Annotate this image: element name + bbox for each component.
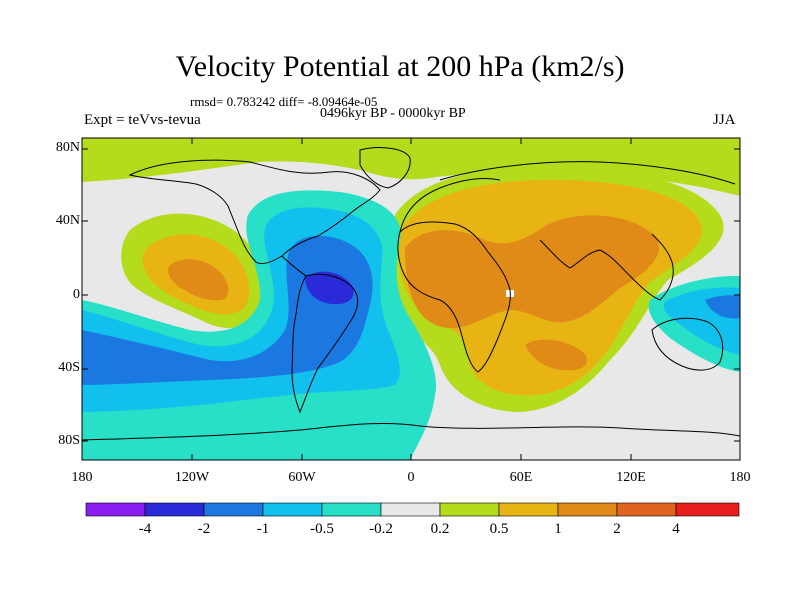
colorbar-label-2: -2: [197, 521, 211, 537]
colorbar-box-1: [85, 502, 146, 517]
rmsd-diff-stats: rmsd= 0.783242 diff= -8.09464e-05: [190, 94, 378, 109]
lon-label-180w: 180: [71, 470, 93, 485]
colorbar-label-7: 0.5: [489, 521, 509, 537]
map-title: Velocity Potential at 200 hPa (km2/s): [175, 50, 625, 83]
colorbar-box-8: [498, 502, 559, 517]
colorbar-label-3: -1: [256, 521, 270, 537]
lon-label-120w: 120W: [174, 470, 210, 485]
colorbar-box-10: [616, 502, 677, 517]
coast-south-america: [291, 273, 358, 414]
experiment-label: Expt = teVvs-tevua: [84, 112, 201, 128]
eastern-hemisphere-positive-1: [405, 215, 660, 329]
lat-label-80n: 80N: [55, 140, 80, 155]
lat-label-40s: 40S: [58, 360, 80, 375]
lon-label-0: 0: [407, 470, 415, 485]
colorbar-label-9: 2: [613, 521, 621, 537]
lat-label-0: 0: [73, 287, 80, 302]
colorbar-box-7: [439, 502, 500, 517]
lat-label-80s: 80S: [58, 433, 80, 448]
coast-australia: [651, 317, 724, 371]
lon-label-60w: 60W: [288, 470, 316, 485]
west-pacific-negative-1: [705, 295, 740, 319]
coast-europe: [399, 177, 501, 233]
lon-label-60e: 60E: [509, 470, 533, 485]
arctic-positive-band: [82, 138, 740, 196]
coast-north-america: [128, 159, 381, 265]
colorbar-label-5: -0.2: [369, 521, 393, 537]
coast-antarctica: [82, 422, 740, 441]
coast-greenland: [359, 147, 411, 189]
americas-negative-1: [82, 235, 373, 385]
colorbar-label-10: 4: [672, 521, 680, 537]
coastlines: [82, 147, 740, 441]
colorbar-box-6: [380, 502, 441, 517]
colorbar-label-8: 1: [554, 521, 562, 537]
time-period-label: 0496kyr BP - 0000kyr BP: [320, 106, 466, 121]
season-label: JJA: [713, 112, 736, 128]
axis-ticks: [81, 138, 741, 460]
colorbar-box-4: [262, 502, 323, 517]
contour-field: [82, 138, 740, 460]
lon-label-120e: 120E: [616, 470, 646, 485]
colorbar: [85, 502, 740, 517]
colorbar-box-5: [321, 502, 382, 517]
colorbar-box-2: [144, 502, 205, 517]
coast-central-america: [281, 255, 307, 277]
colorbar-label-4: -0.5: [310, 521, 334, 537]
colorbar-box-3: [203, 502, 264, 517]
coast-africa: [397, 221, 511, 373]
east-pacific-positive-1: [168, 259, 229, 301]
lat-label-40n: 40N: [55, 213, 80, 228]
lon-label-180e: 180: [729, 470, 751, 485]
colorbar-label-1: -4: [138, 521, 152, 537]
southern-indian-positive-1: [525, 339, 588, 371]
colorbar-box-9: [557, 502, 618, 517]
colorbar-box-11: [675, 502, 740, 517]
coast-asia: [439, 161, 736, 301]
colorbar-label-6: 0.2: [430, 521, 450, 537]
